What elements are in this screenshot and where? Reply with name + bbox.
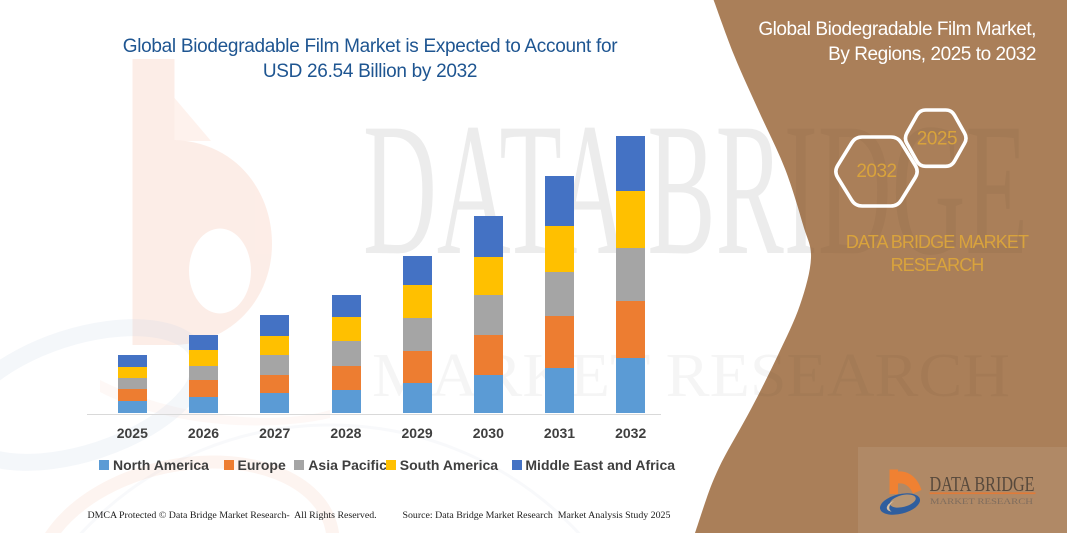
- svg-text:DATA BRIDGE: DATA BRIDGE: [930, 472, 1035, 496]
- svg-text:2032: 2032: [856, 161, 896, 182]
- svg-text:MARKET RESEARCH: MARKET RESEARCH: [930, 497, 1033, 506]
- svg-text:2025: 2025: [917, 129, 957, 150]
